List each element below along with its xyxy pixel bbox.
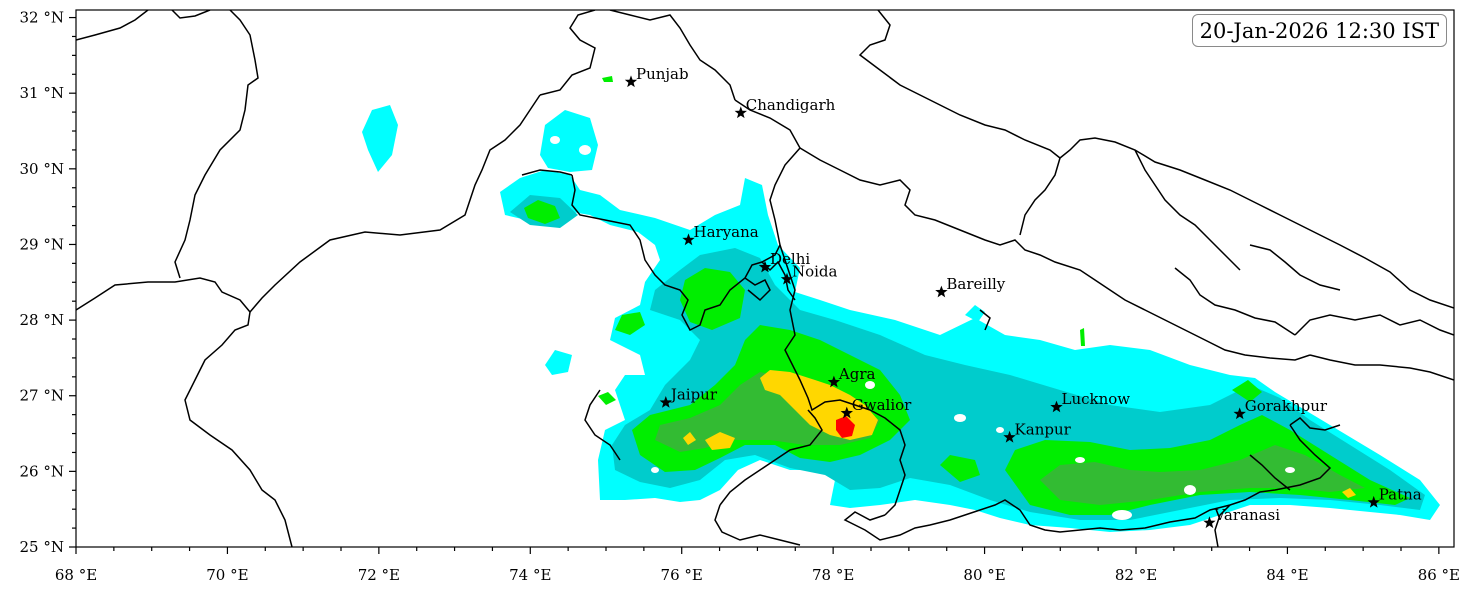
precip-yellow-area — [683, 432, 696, 445]
city-star-icon — [1050, 400, 1063, 413]
city-star-icon — [827, 375, 841, 388]
precip-green-area — [1080, 328, 1085, 346]
precip-holes — [550, 136, 1295, 520]
state-border — [761, 244, 781, 263]
precip-darkgreen-area — [655, 372, 880, 452]
precip-green-area — [524, 200, 560, 224]
city-label: Jaipur — [669, 386, 718, 404]
city-label: Chandigarh — [746, 96, 836, 114]
lon-tick-label: 70 °E — [206, 566, 248, 584]
city-label: Noida — [792, 262, 838, 280]
city-star-icon — [624, 75, 638, 88]
lat-tick-label: 32 °N — [20, 9, 64, 27]
precip-green-area — [615, 312, 645, 335]
city-star-icon — [659, 396, 672, 408]
state-border — [1019, 157, 1061, 236]
precip-green-area — [940, 455, 980, 482]
city-label: Punjab — [636, 65, 689, 83]
city-star-icon — [1003, 430, 1016, 443]
precip-green-area — [680, 268, 745, 330]
state-border — [979, 309, 991, 331]
international-border — [539, 10, 596, 96]
lon-tick-label: 74 °E — [509, 566, 551, 584]
state-border — [1214, 504, 1231, 547]
state-border — [1249, 454, 1291, 491]
precip-green-area — [602, 76, 613, 82]
lon-tick-label: 78 °E — [812, 566, 854, 584]
precip-cyan-area — [965, 305, 985, 322]
international-border — [174, 10, 259, 279]
city-label: Patna — [1379, 485, 1422, 503]
city-label: Kanpur — [1015, 420, 1072, 438]
state-border — [719, 409, 823, 506]
state-border — [714, 504, 801, 546]
precip-green-area — [598, 392, 616, 405]
lon-tick-label: 84 °E — [1266, 566, 1308, 584]
precip-cyan-area — [362, 105, 398, 172]
international-border — [76, 10, 149, 41]
precip-yellow-area — [1342, 488, 1356, 498]
international-border — [249, 94, 541, 313]
international-border — [76, 277, 293, 547]
precip-green-area — [1232, 380, 1262, 402]
lat-tick-label: 26 °N — [20, 462, 64, 480]
lat-tick-label: 31 °N — [20, 84, 64, 102]
city-label: Bareilly — [946, 275, 1005, 293]
precip-darkgreen-area — [1040, 445, 1365, 505]
international-border — [171, 10, 211, 19]
lat-tick-label: 30 °N — [20, 160, 64, 178]
city-star-icon — [1367, 495, 1380, 508]
state-border — [521, 169, 573, 176]
city-label: Agra — [838, 365, 876, 383]
timestamp-label: 20-Jan-2026 12:30 IST — [1191, 14, 1447, 47]
lon-tick-label: 68 °E — [55, 566, 97, 584]
city-star-icon — [780, 272, 794, 285]
state-border — [609, 10, 736, 101]
state-border — [734, 99, 906, 516]
city-star-icon — [758, 260, 772, 273]
city-star-icon — [840, 406, 853, 419]
city-star-icon — [734, 106, 747, 119]
lon-tick-label: 82 °E — [1115, 566, 1157, 584]
boundary-lines — [76, 10, 1454, 547]
state-border — [744, 277, 771, 302]
city-label: Gorakhpur — [1245, 397, 1328, 415]
city-label: Delhi — [770, 250, 810, 268]
city-star-icon — [935, 285, 948, 298]
city-star-icon — [682, 233, 695, 246]
precip-cyan-area — [540, 110, 598, 172]
state-border — [1294, 314, 1454, 336]
state-border — [1309, 354, 1454, 381]
city-star-icon — [1233, 407, 1246, 420]
city-label: Varanasi — [1213, 506, 1280, 524]
lon-tick-label: 80 °E — [963, 566, 1005, 584]
plot-frame: 68 °E 70 °E 72 °E 74 °E 76 °E 78 °E 80 °E 82 °E… — [20, 9, 1460, 584]
city-label: Haryana — [694, 223, 759, 241]
state-border — [584, 389, 621, 461]
precip-cyan-area — [545, 350, 572, 375]
state-border — [1174, 267, 1296, 336]
state-border — [1134, 149, 1241, 271]
precip-red-area — [836, 416, 855, 438]
lon-tick-label: 86 °E — [1418, 566, 1460, 584]
state-border — [1289, 417, 1341, 431]
city-label: Lucknow — [1062, 390, 1131, 408]
precipitation-field — [362, 76, 1440, 532]
city-star-icon — [1203, 516, 1216, 529]
precip-yellow-area — [705, 432, 735, 450]
state-border — [799, 147, 1311, 361]
lat-tick-label: 28 °N — [20, 311, 64, 329]
city-label: Gwalior — [852, 396, 912, 414]
lon-tick-label: 76 °E — [661, 566, 703, 584]
state-border — [571, 174, 796, 331]
state-border — [843, 424, 1332, 541]
lat-tick-label: 27 °N — [20, 387, 64, 405]
international-border — [858, 10, 1454, 309]
state-border — [1249, 244, 1341, 291]
lat-tick-label: 29 °N — [20, 235, 64, 253]
lon-tick-label: 72 °E — [358, 566, 400, 584]
lat-tick-label: 25 °N — [20, 538, 64, 556]
